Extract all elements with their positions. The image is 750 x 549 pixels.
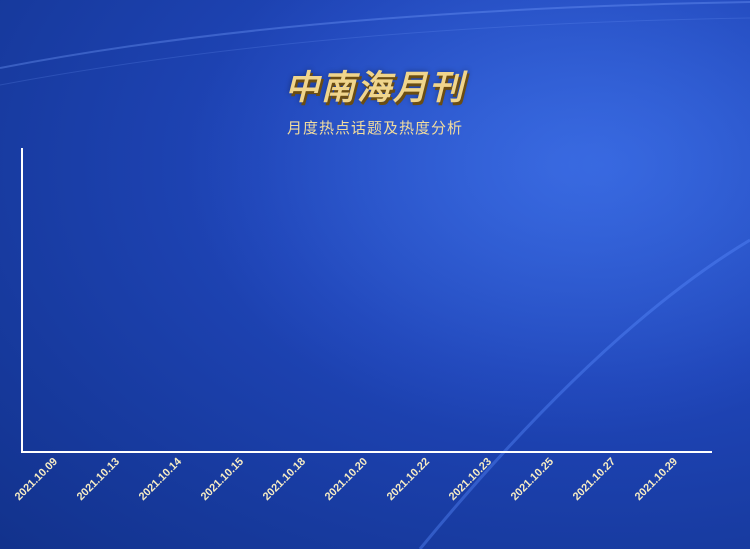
x-tick-label: 2021.10.25: [509, 456, 556, 503]
background-swoosh: [0, 17, 750, 86]
x-tick-label: 2021.10.23: [447, 456, 494, 503]
x-tick-label: 2021.10.18: [261, 456, 308, 503]
x-tick-label: 2021.10.29: [633, 456, 680, 503]
x-tick-label: 2021.10.13: [75, 456, 122, 503]
x-tick-label: 2021.10.14: [137, 455, 185, 503]
x-tick-label: 2021.10.22: [385, 456, 432, 503]
x-tick-label: 2021.10.09: [13, 456, 60, 503]
x-tick-label: 2021.10.27: [571, 456, 618, 503]
x-tick-labels: 2021.10.09 2021.10.13 2021.10.14 2021.10.15…: [13, 455, 680, 503]
page-title: 中南海月刊: [285, 68, 465, 108]
background-swoosh: [0, 1, 750, 69]
background-swoosh: [418, 238, 750, 549]
x-tick-label: 2021.10.20: [323, 456, 370, 503]
page-subtitle: 月度热点话题及热度分析: [286, 119, 463, 137]
x-tick-label: 2021.10.15: [199, 456, 246, 503]
